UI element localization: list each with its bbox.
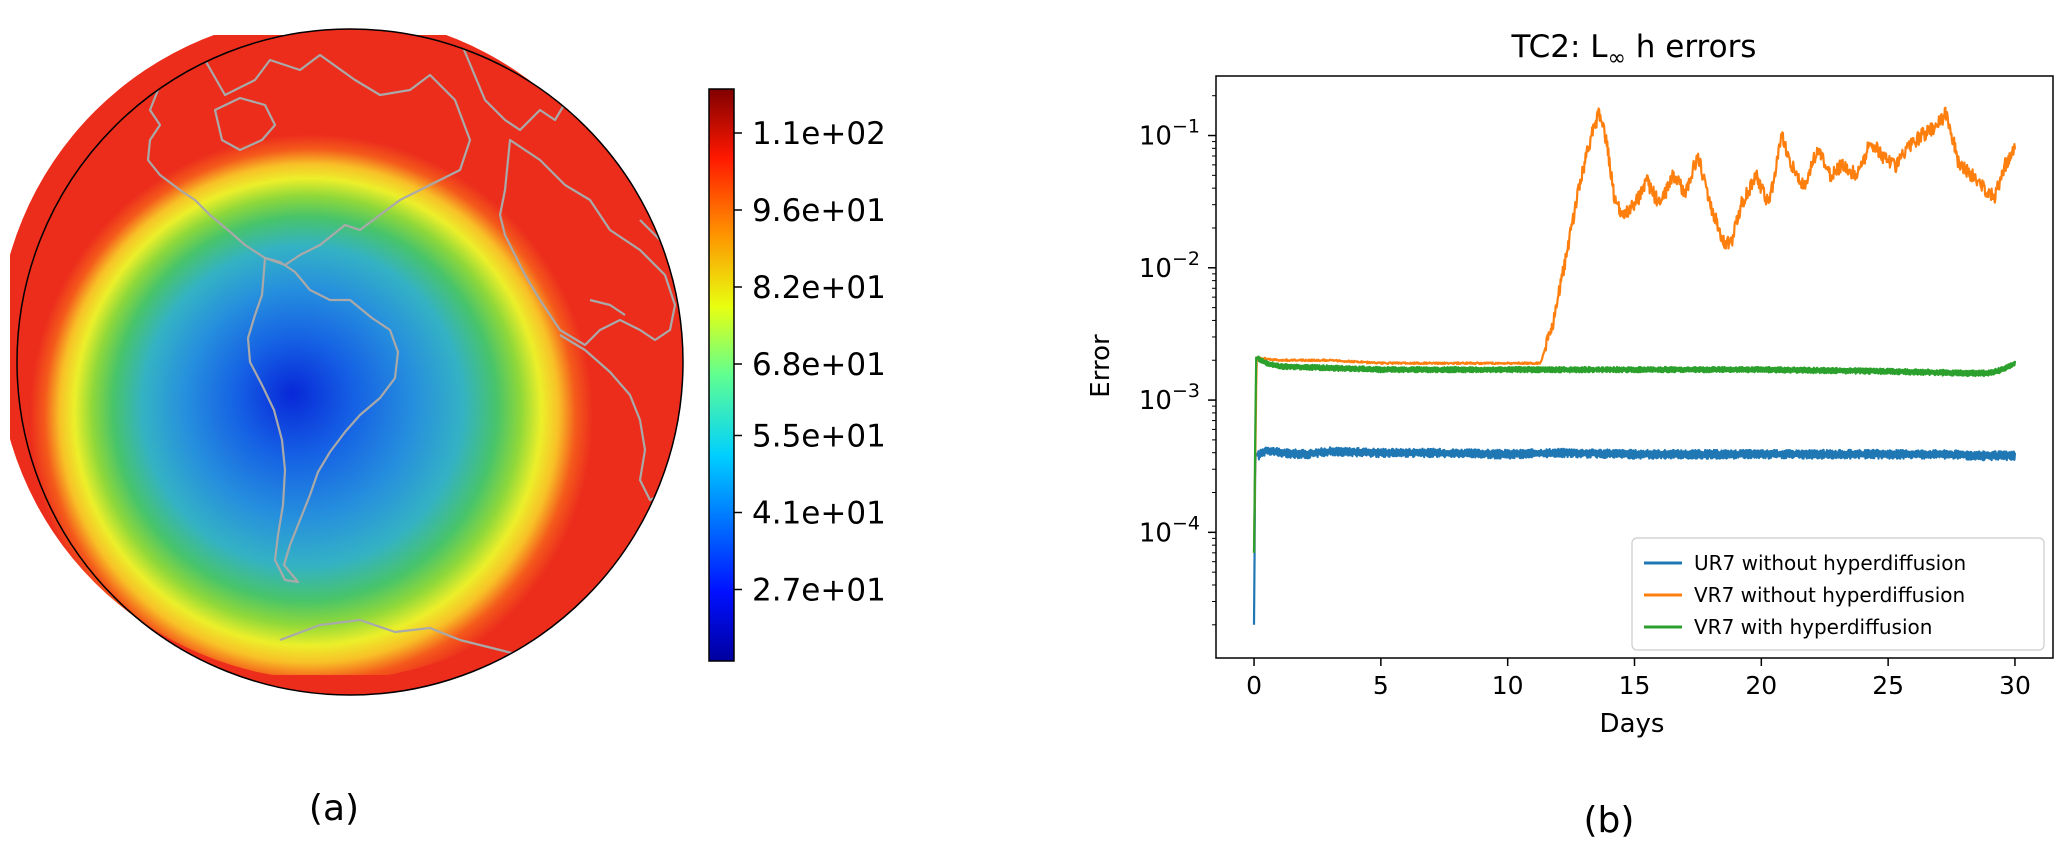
x-tick-label: 20: [1745, 671, 1777, 700]
x-tick-label: 15: [1619, 671, 1651, 700]
x-axis-label: Days: [1600, 709, 1665, 739]
colorbar: [708, 88, 735, 662]
colorbar-tick-label: 1.1e+02: [752, 116, 886, 152]
panel-b: TC2: L∞ h errors 0 5 10 15 20 25 30 10−110−210…: [1086, 29, 2054, 841]
chart-title: TC2: L∞ h errors: [1511, 29, 1757, 71]
y-tick-label: 10−4: [1139, 512, 1200, 548]
panel-b-label: (b): [1584, 800, 1635, 841]
legend: UR7 without hyperdiffusion VR7 without h…: [1631, 537, 2045, 651]
y-tick-label: 10−2: [1139, 248, 1200, 284]
series-layer: [1252, 106, 2017, 625]
x-tick-label: 5: [1373, 671, 1389, 700]
series-line-vr7-without-hyperdiffusion: [1252, 106, 2017, 553]
panel-a: 1.1e+02 9.6e+01 8.2e+01 6.8e+01 5.5e+01 4.1e+…: [10, 28, 886, 829]
colorbar-tick-label: 5.5e+01: [752, 419, 886, 455]
y-tick-label: 10−1: [1139, 116, 1200, 152]
panel-a-label: (a): [309, 788, 359, 829]
colorbar-ticks: 1.1e+02 9.6e+01 8.2e+01 6.8e+01 5.5e+01 4.1e+…: [734, 116, 886, 609]
series-line-ur7-without-hyperdiffusion: [1252, 446, 2017, 625]
legend-item-vr7: VR7 without hyperdiffusion: [1694, 583, 1965, 607]
globe-outline: [16, 28, 684, 696]
legend-item-ur7: UR7 without hyperdiffusion: [1694, 551, 1966, 575]
colorbar-tick-label: 2.7e+01: [752, 573, 886, 609]
x-axis-ticks: 0 5 10 15 20 25 30: [1246, 658, 2031, 700]
legend-item-vr7-hyper: VR7 with hyperdiffusion: [1694, 615, 1932, 639]
colorbar-tick-label: 4.1e+01: [752, 496, 886, 532]
x-tick-label: 0: [1246, 671, 1262, 700]
x-tick-label: 30: [1999, 671, 2031, 700]
y-tick-label: 10−3: [1139, 380, 1200, 416]
x-tick-label: 25: [1872, 671, 1904, 700]
series-line-vr7-with-hyperdiffusion: [1252, 355, 2017, 553]
y-axis-label: Error: [1086, 334, 1116, 398]
colorbar-tick-label: 9.6e+01: [752, 193, 886, 229]
colorbar-tick-label: 8.2e+01: [752, 270, 886, 306]
legend-box: [1631, 537, 2045, 651]
colorbar-tick-label: 6.8e+01: [752, 347, 886, 383]
x-tick-label: 10: [1492, 671, 1524, 700]
y-axis-ticks: 10−1 10−2 10−3 10−4: [1139, 95, 1216, 626]
